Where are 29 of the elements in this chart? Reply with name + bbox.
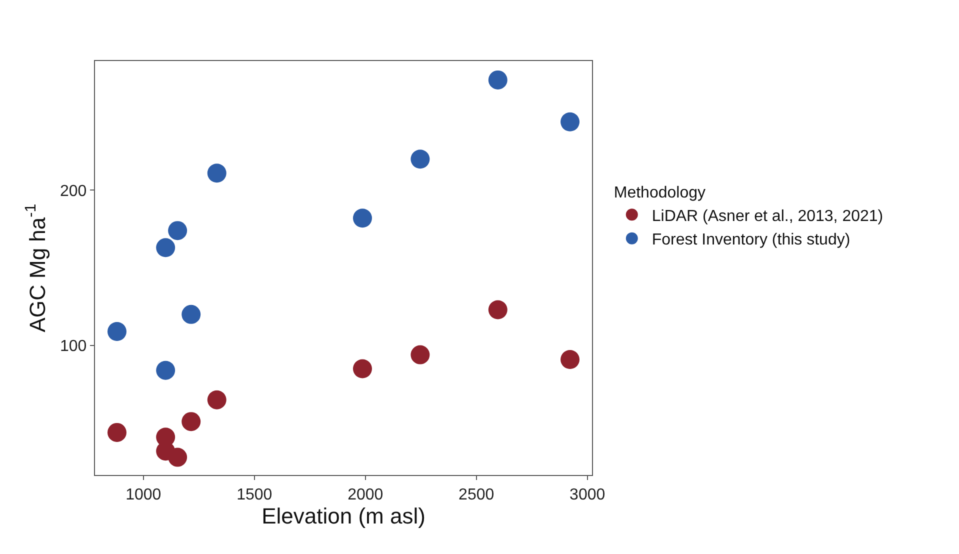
x-tick-label: 2000 (348, 486, 384, 504)
x-tick-label: 3000 (570, 486, 606, 504)
point (156, 360, 176, 380)
point (107, 422, 126, 442)
point (488, 70, 508, 90)
point (410, 345, 430, 364)
point (207, 164, 226, 183)
y-tick-label: 100 (60, 338, 87, 356)
point (352, 208, 372, 228)
point (168, 221, 188, 240)
point (207, 390, 226, 410)
point (410, 150, 430, 169)
x-tick-label: 2500 (458, 486, 494, 504)
point (107, 322, 126, 341)
point (182, 412, 201, 432)
point (156, 238, 176, 258)
point (560, 112, 580, 132)
point (488, 300, 508, 320)
point (560, 350, 580, 369)
x-tick-label: 1000 (126, 486, 162, 504)
x-axis-title: Elevation (m asl) (262, 503, 426, 528)
legend-title: Methodology (614, 184, 706, 202)
x-tick-label: 1500 (236, 486, 272, 504)
y-tick-label: 200 (60, 182, 87, 200)
point (352, 359, 372, 378)
legend-label: LiDAR (Asner et al., 2013, 2021) (652, 208, 884, 225)
point (168, 448, 188, 467)
point (182, 304, 201, 324)
legend-label: Forest Inventory (this study) (652, 232, 850, 249)
